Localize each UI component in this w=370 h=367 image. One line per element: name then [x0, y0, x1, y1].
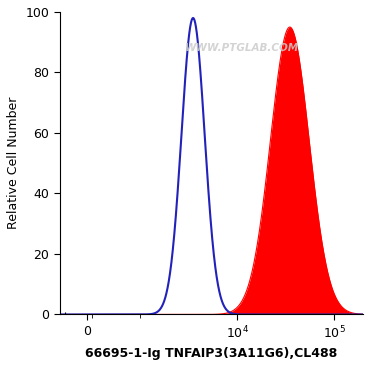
Text: WWW.PTGLAB.COM: WWW.PTGLAB.COM [185, 43, 299, 53]
X-axis label: 66695-1-Ig TNFAIP3(3A11G6),CL488: 66695-1-Ig TNFAIP3(3A11G6),CL488 [85, 347, 337, 360]
Y-axis label: Relative Cell Number: Relative Cell Number [7, 97, 20, 229]
